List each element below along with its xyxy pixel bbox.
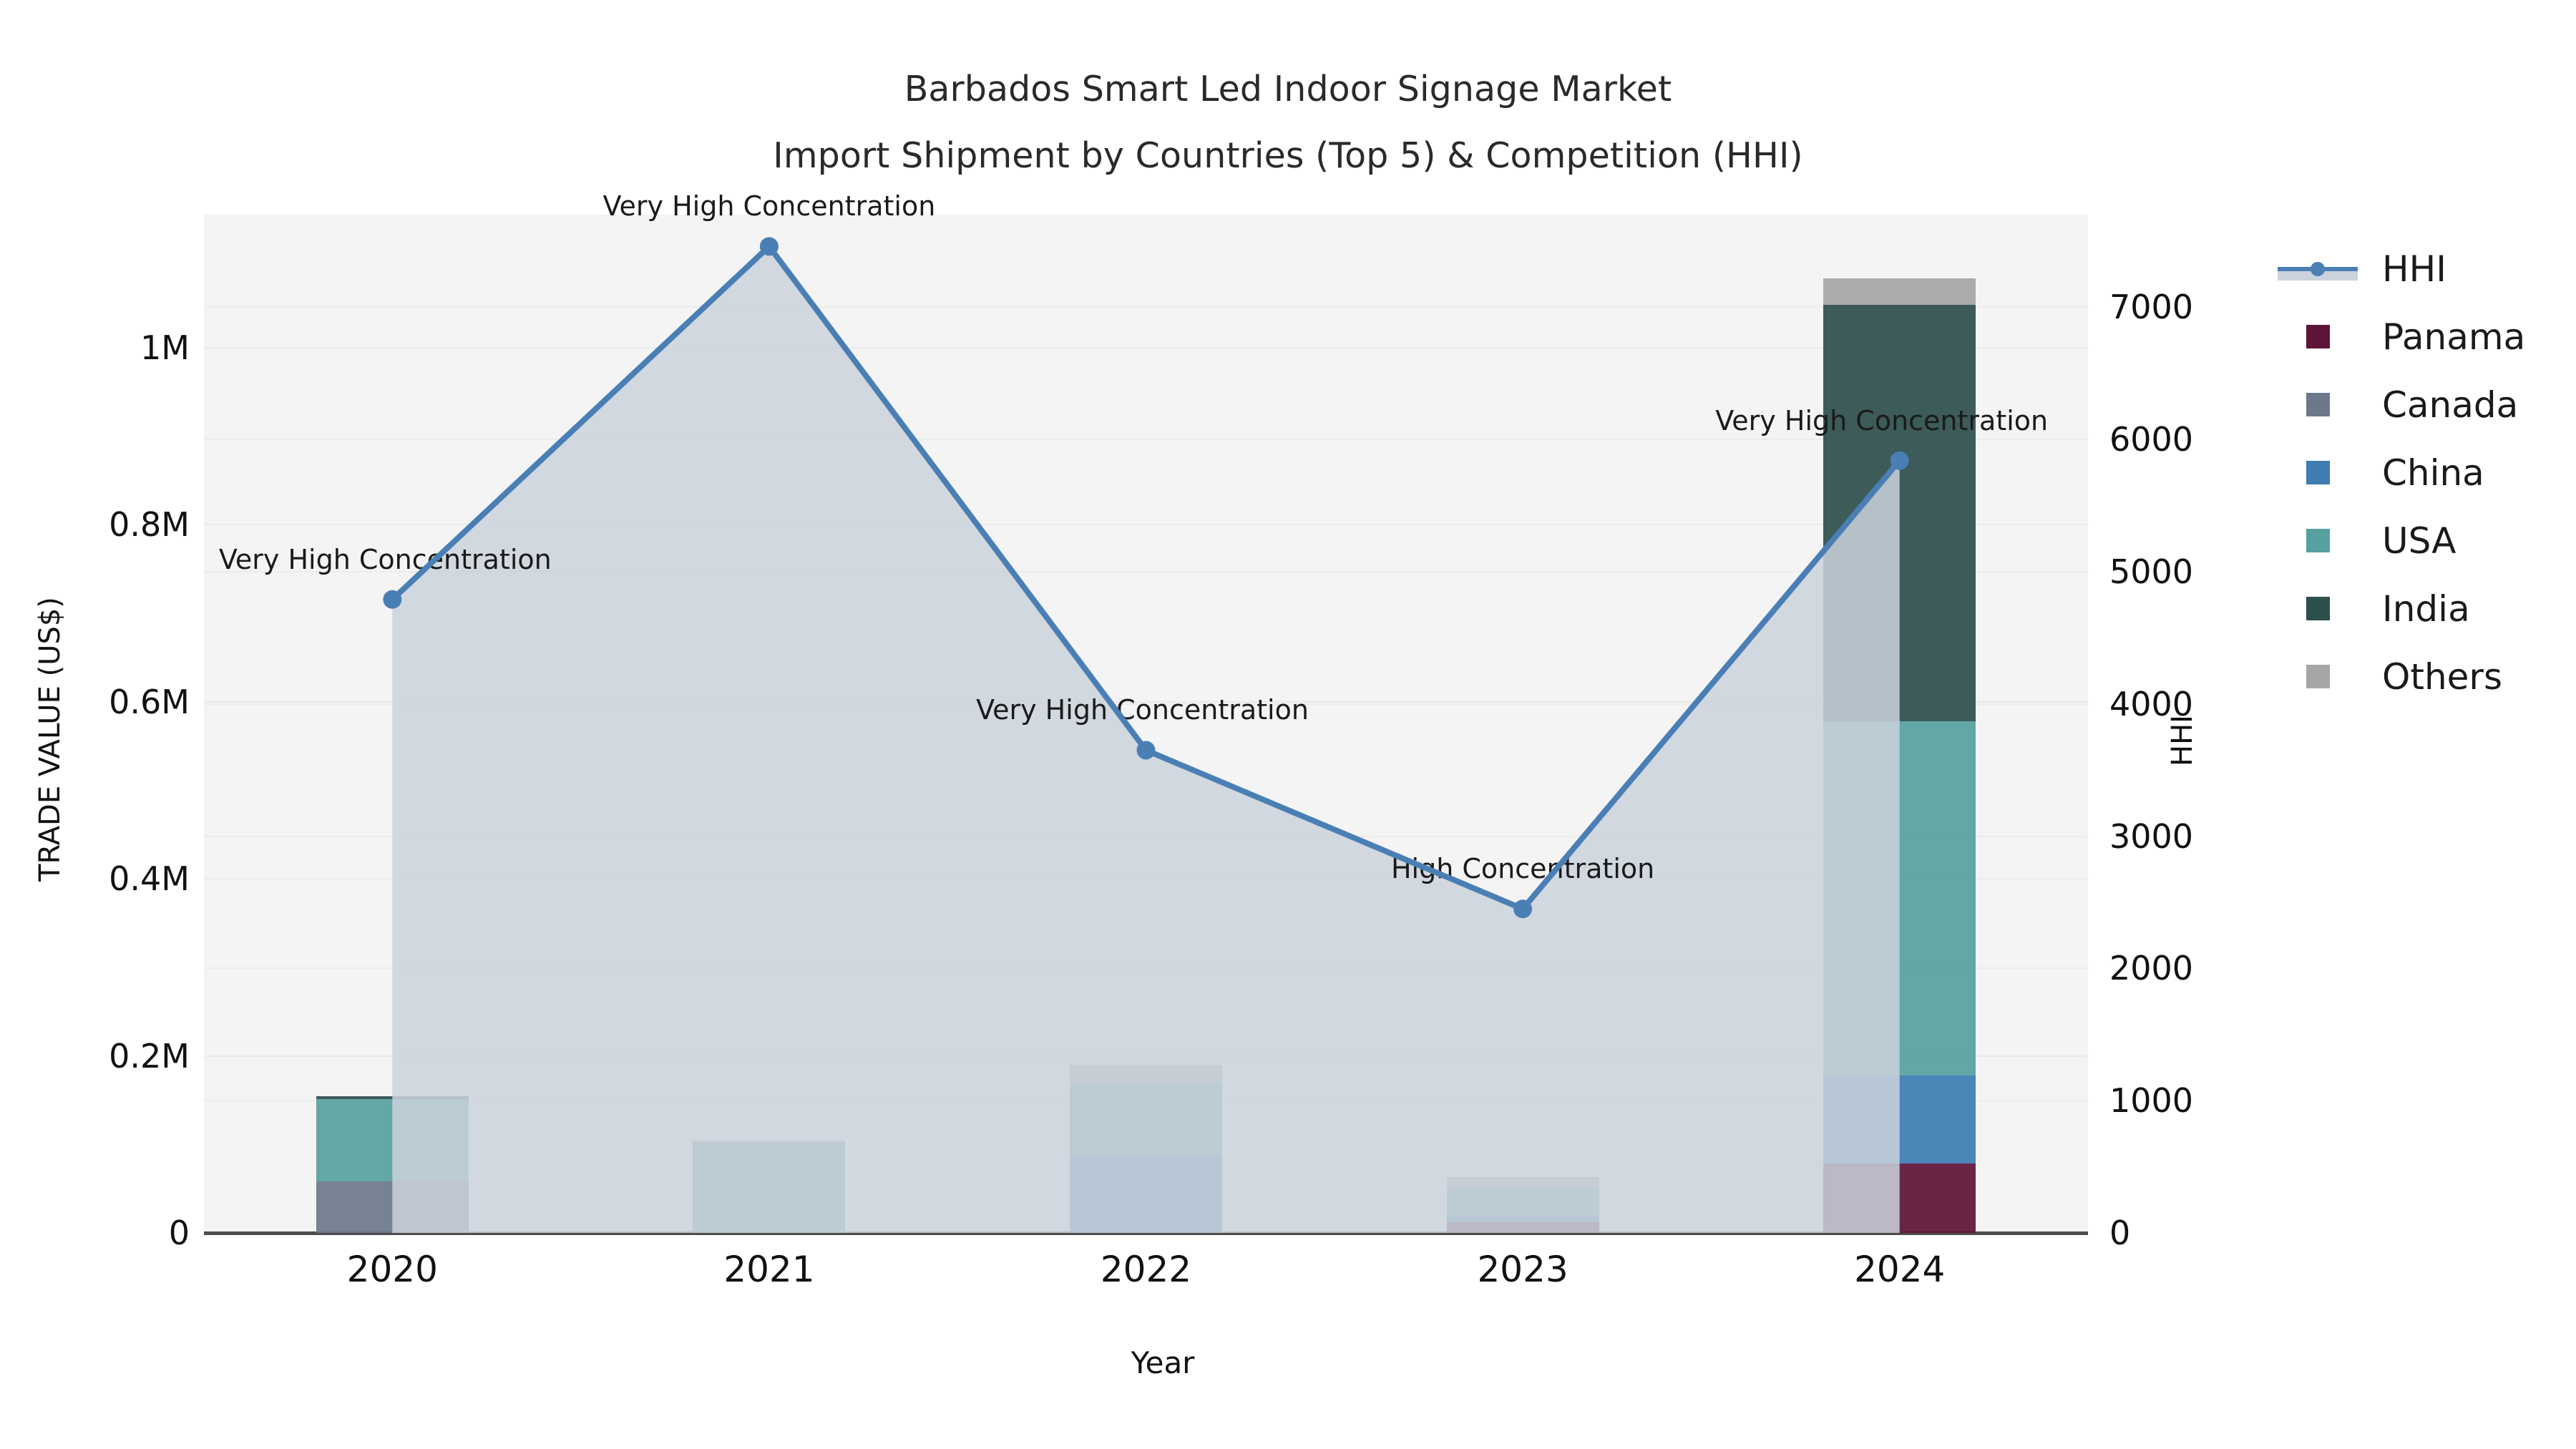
y-axis-left-tick: 0.6M (109, 682, 190, 721)
legend-swatch (2306, 325, 2330, 348)
legend-item-label: Canada (2382, 384, 2519, 426)
y-axis-left-label: TRADE VALUE (US$) (34, 597, 67, 882)
bar-segment[interactable] (1823, 721, 1976, 1075)
bar-segment[interactable] (1823, 305, 1976, 721)
x-axis-tick: 2021 (723, 1249, 815, 1290)
x-axis-baseline (204, 1231, 2088, 1235)
bar-segment[interactable] (693, 1141, 846, 1143)
legend-item-label: USA (2382, 519, 2457, 562)
bar-segment[interactable] (1823, 1075, 1976, 1164)
legend-item-label: Panama (2382, 316, 2526, 358)
bar-segment[interactable] (316, 1099, 469, 1182)
legend-swatch-icon (2272, 657, 2363, 697)
x-axis-label: Year (1131, 1345, 1195, 1380)
gridline-right (204, 306, 2088, 308)
legend-item-hhi[interactable]: HHI (2272, 235, 2558, 303)
legend-swatch-icon (2272, 589, 2363, 629)
legend-line-icon (2272, 249, 2363, 289)
hhi-annotation: Very High Concentration (602, 190, 936, 223)
x-axis-tick: 2024 (1854, 1249, 1946, 1290)
hhi-annotation: Very High Concentration (976, 694, 1309, 726)
y-axis-left-tick: 0.2M (109, 1036, 190, 1075)
y-axis-right-tick: 4000 (2109, 684, 2194, 723)
y-axis-left-tick: 0 (168, 1214, 190, 1252)
gridline-left (204, 524, 2088, 526)
title-line-2: Import Shipment by Countries (Top 5) & C… (773, 135, 1803, 176)
legend-item-india[interactable]: India (2272, 575, 2558, 643)
bar-segment[interactable] (1070, 1064, 1222, 1083)
y-axis-right-tick: 2000 (2109, 949, 2194, 988)
hhi-annotation: Very High Concentration (218, 543, 552, 575)
legend-swatch (2306, 393, 2330, 416)
legend-item-label: China (2382, 452, 2484, 494)
y-axis-right-tick: 7000 (2109, 288, 2194, 327)
chart-title: Barbados Smart Led Indoor Signage Market… (0, 56, 2576, 189)
gridline-right (204, 439, 2088, 441)
legend-item-panama[interactable]: Panama (2272, 303, 2558, 371)
gridline-left (204, 878, 2088, 880)
legend-line-marker (2311, 261, 2325, 276)
legend-item-china[interactable]: China (2272, 439, 2558, 507)
legend-swatch (2306, 665, 2330, 688)
legend-item-label: India (2382, 587, 2470, 630)
bar-segment[interactable] (1446, 1177, 1599, 1190)
bar-segment[interactable] (1070, 1082, 1222, 1156)
y-axis-left-tick: 0.4M (109, 859, 190, 899)
y-axis-right-tick: 1000 (2109, 1081, 2194, 1121)
x-axis-tick: 2023 (1477, 1249, 1568, 1290)
legend-swatch (2306, 461, 2330, 484)
bar-segment[interactable] (1446, 1189, 1599, 1216)
bar-segment[interactable] (316, 1096, 469, 1100)
hhi-annotation: Very High Concentration (1715, 404, 2049, 436)
legend-item-usa[interactable]: USA (2272, 507, 2558, 575)
x-axis-tick: 2022 (1100, 1249, 1192, 1290)
legend: HHI Panama Canada China USA India Others (2272, 235, 2558, 711)
bar-segment[interactable] (693, 1142, 846, 1233)
bar-segment[interactable] (316, 1181, 469, 1233)
bar-segment[interactable] (1446, 1222, 1599, 1233)
legend-swatch (2306, 597, 2330, 620)
legend-item-canada[interactable]: Canada (2272, 371, 2558, 439)
gridline-right (204, 835, 2088, 837)
y-axis-right-tick: 6000 (2109, 420, 2194, 459)
gridline-left (204, 1055, 2088, 1057)
bar-segment[interactable] (1070, 1155, 1222, 1233)
title-line-1: Barbados Smart Led Indoor Signage Market (904, 69, 1672, 109)
y-axis-left-tick: 1M (140, 328, 190, 367)
legend-item-others[interactable]: Others (2272, 643, 2558, 711)
y-axis-left-tick: 0.8M (109, 505, 190, 545)
legend-item-label: Others (2382, 655, 2503, 698)
x-axis-tick: 2020 (346, 1249, 438, 1290)
legend-swatch-icon (2272, 385, 2363, 425)
legend-item-label: HHI (2382, 248, 2446, 290)
hhi-annotation: High Concentration (1390, 853, 1655, 885)
gridline-right (204, 967, 2088, 970)
y-axis-right-label: HHI (2166, 715, 2199, 766)
gridline-left (204, 346, 2088, 348)
legend-swatch-icon (2272, 521, 2363, 561)
bar-segment[interactable] (1823, 278, 1976, 306)
y-axis-right-tick: 0 (2109, 1214, 2131, 1252)
bar-segment[interactable] (1823, 1163, 1976, 1233)
legend-line-key (2272, 255, 2363, 283)
legend-swatch (2306, 529, 2330, 552)
y-axis-right-tick: 5000 (2109, 552, 2194, 591)
legend-swatch-icon (2272, 453, 2363, 493)
bar-segment[interactable] (1446, 1216, 1599, 1223)
legend-swatch-icon (2272, 317, 2363, 357)
y-axis-right-tick: 3000 (2109, 816, 2194, 856)
